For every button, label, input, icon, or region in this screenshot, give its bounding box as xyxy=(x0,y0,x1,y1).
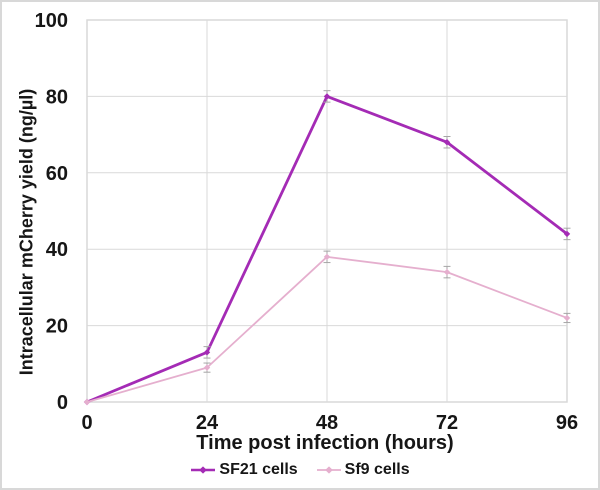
plot-border xyxy=(86,19,568,403)
y-tick-label: 100 xyxy=(35,10,68,32)
x-tick-label: 0 xyxy=(81,412,92,434)
sf9-series-marker-icon xyxy=(316,466,341,474)
sf21-series-marker-icon xyxy=(191,466,216,474)
y-tick-label: 80 xyxy=(46,86,68,108)
legend-item-sf9: Sf9 cells xyxy=(316,461,410,479)
data-point-marker xyxy=(563,230,571,238)
y-tick-label: 40 xyxy=(46,239,68,261)
x-tick-label: 72 xyxy=(436,412,458,434)
x-axis-title: Time post infection (hours) xyxy=(196,432,454,454)
data-point-marker xyxy=(203,364,211,371)
data-point-marker xyxy=(83,398,91,406)
legend-item-sf21: SF21 cells xyxy=(190,461,298,479)
y-tick-label: 60 xyxy=(46,163,68,185)
data-point-marker xyxy=(323,253,331,261)
y-tick-label: 20 xyxy=(46,316,68,338)
data-point-marker xyxy=(203,349,211,356)
data-point-marker xyxy=(443,268,451,276)
data-point-marker xyxy=(563,314,571,322)
y-tick-label: 0 xyxy=(57,392,68,414)
data-point-marker xyxy=(323,93,331,100)
data-point-marker xyxy=(443,139,451,146)
x-tick-label: 48 xyxy=(316,412,338,434)
x-tick-label: 96 xyxy=(556,412,578,434)
y-axis-title: Intracellular mCherry yield (ng/µl) xyxy=(16,88,37,376)
legend: SF21 cells Sf9 cells xyxy=(2,461,598,479)
x-tick-label: 24 xyxy=(196,412,219,434)
legend-label-sf9: Sf9 cells xyxy=(344,461,410,478)
legend-label-sf21: SF21 cells xyxy=(219,461,298,478)
